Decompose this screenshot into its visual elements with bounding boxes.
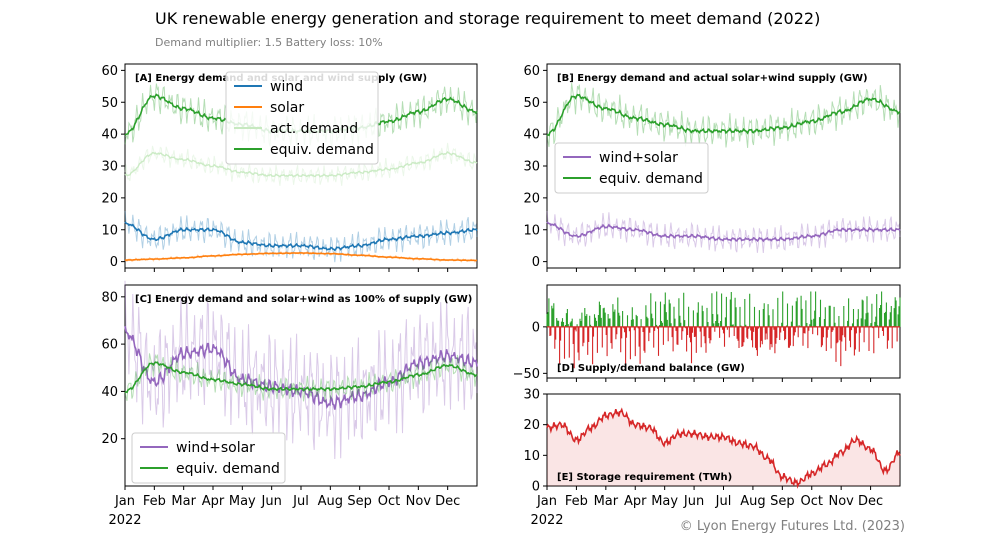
x-tick-label-feb: Feb (143, 494, 166, 509)
panel-E: 0 10 20 30 [E] Storage requirement (TWh) (523, 388, 901, 495)
y-tick-label: 30 (523, 160, 540, 175)
legend-label: wind+solar (176, 440, 255, 456)
y-tick-label: 50 (523, 96, 540, 111)
y-tick-label: 30 (523, 388, 540, 403)
figure-subtitle: Demand multiplier: 1.5 Battery loss: 10% (155, 36, 383, 49)
series-raw-wind-solar (124, 280, 478, 460)
y-tick-label: 30 (101, 160, 118, 175)
x-tick-label-jun: Jun (683, 494, 704, 509)
x-tick-label-mar: Mar (171, 494, 196, 509)
legend-box (554, 142, 709, 194)
legend-label: equiv. demand (270, 142, 374, 158)
x-tick-label-apr: Apr (624, 494, 647, 509)
x-tick-label-jun: Jun (261, 494, 282, 509)
x-tick-label-jan: Jan (114, 494, 135, 509)
x-tick-label-nov: Nov (828, 494, 854, 509)
x-tick-label-may: May (229, 494, 256, 509)
series-line-act-demand (124, 151, 478, 178)
y-tick-label: 40 (101, 128, 118, 143)
series-raw-wind (124, 210, 478, 263)
legend-box (225, 71, 379, 165)
panel-title-E: [E] Storage requirement (TWh) (557, 472, 732, 483)
x-tick-label-aug: Aug (740, 494, 765, 509)
panel-title-C: [C] Energy demand and solar+wind as 100%… (135, 294, 472, 305)
x-tick-label-sep: Sep (770, 494, 795, 509)
y-tick-label: 10 (523, 223, 540, 238)
y-tick-label: 60 (523, 64, 540, 79)
y-tick-label: 60 (101, 64, 118, 79)
y-tick-label: 0 (532, 320, 540, 335)
y-tick-label: 0 (532, 255, 540, 270)
series-raw-equiv-demand (124, 353, 478, 402)
figure-title: UK renewable energy generation and stora… (155, 9, 821, 28)
panel-C: 20 40 60 80 [C] Energy demand and solar+wind… (101, 280, 478, 490)
series-line-solar (124, 252, 478, 262)
legend-box (131, 432, 286, 484)
y-tick-label: 60 (101, 338, 118, 353)
x-tick-label-jan: Jan (536, 494, 557, 509)
x-tick-label-may: May (651, 494, 678, 509)
x-tick-label-aug: Aug (318, 494, 343, 509)
legend-label: equiv. demand (176, 461, 280, 477)
y-tick-label: 0 (532, 480, 540, 495)
y-tick-label: 80 (101, 290, 118, 305)
balance-surplus-series (546, 291, 901, 327)
legend-label: wind (270, 79, 303, 95)
copyright: © Lyon Energy Futures Ltd. (2023) (679, 519, 905, 534)
x-tick-label-sep: Sep (347, 494, 372, 509)
x-tick-label-jul: Jul (292, 494, 309, 509)
y-tick-label: −50 (513, 367, 540, 382)
legend-label: wind+solar (599, 150, 678, 166)
x-tick-label-mar: Mar (594, 494, 619, 509)
y-tick-label: 0 (110, 255, 118, 270)
x-tick-label-dec: Dec (858, 494, 883, 509)
storage-line (546, 407, 901, 489)
y-tick-label: 20 (101, 191, 118, 206)
y-tick-label: 20 (523, 418, 540, 433)
y-tick-label: 40 (523, 128, 540, 143)
panel-title-B: [B] Energy demand and actual solar+wind … (557, 73, 868, 84)
x-tick-label-oct: Oct (801, 494, 823, 509)
panel-title-D: [D] Supply/demand balance (GW) (557, 363, 745, 374)
x-tick-label-jul: Jul (715, 494, 732, 509)
series-line-equiv-demand (546, 93, 901, 137)
x-tick-label-oct: Oct (378, 494, 400, 509)
x-tick-label-feb: Feb (565, 494, 588, 509)
panel-D: −50 0 [D] Supply/demand balance (GW) (513, 284, 901, 382)
y-tick-label: 20 (101, 432, 118, 447)
panel-B: 0 10 20 30 40 50 60 [B] Energy demand and actua… (523, 63, 901, 272)
panel-frame-E (546, 393, 901, 487)
y-tick-label: 20 (523, 191, 540, 206)
series-line-wind (124, 221, 478, 252)
x-year-label: 2022 (530, 513, 563, 528)
x-tick-label-apr: Apr (202, 494, 225, 509)
legend-label: act. demand (270, 121, 358, 137)
series-line-wind-solar (124, 325, 478, 410)
y-tick-label: 40 (101, 385, 118, 400)
x-tick-label-nov: Nov (406, 494, 432, 509)
x-tick-label-dec: Dec (435, 494, 460, 509)
y-tick-label: 10 (523, 449, 540, 464)
series-raw-equiv-demand (546, 82, 901, 148)
legend-label: solar (270, 100, 304, 116)
x-year-label: 2022 (108, 513, 141, 528)
y-tick-label: 50 (101, 96, 118, 111)
y-tick-label: 10 (101, 223, 118, 238)
series-line-wind-solar (546, 221, 901, 243)
series-line-equiv-demand (124, 361, 478, 394)
legend-label: equiv. demand (599, 171, 703, 187)
series-raw-wind-solar (546, 210, 901, 254)
